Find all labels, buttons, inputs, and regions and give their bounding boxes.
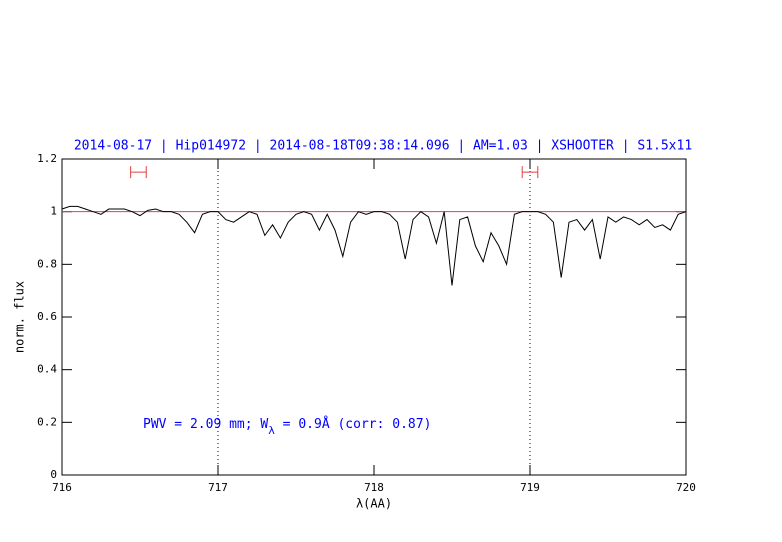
y-tick-label: 0.4 xyxy=(37,363,57,376)
range-marker xyxy=(521,166,539,179)
annotation-subscript: λ xyxy=(268,424,275,437)
y-tick-label: 0.6 xyxy=(37,310,57,323)
x-tick-label: 720 xyxy=(676,481,696,494)
y-tick-label: 1.2 xyxy=(37,152,57,165)
y-axis-label: norm. flux xyxy=(13,281,27,353)
x-tick-label: 718 xyxy=(364,481,384,494)
annotation-text: = 0.9Å (corr: 0.87) xyxy=(275,416,432,432)
spectrum-line xyxy=(61,205,687,286)
x-tick-label: 717 xyxy=(208,481,228,494)
x-axis-label: λ(AA) xyxy=(356,497,392,511)
range-marker xyxy=(130,166,147,179)
annotation: PWV = 2.09 mm; Wλ = 0.9Å (corr: 0.87) xyxy=(143,416,431,437)
x-tick-label: 716 xyxy=(52,481,72,494)
x-tick-label: 719 xyxy=(520,481,540,494)
y-tick-label: 0 xyxy=(50,468,57,481)
annotation-text: PWV = 2.09 mm; W xyxy=(143,417,268,432)
chart-title: 2014-08-17 | Hip014972 | 2014-08-18T09:3… xyxy=(74,139,692,154)
y-tick-label: 1 xyxy=(50,205,57,218)
y-tick-label: 0.8 xyxy=(37,257,57,270)
y-tick-label: 0.2 xyxy=(37,415,57,428)
